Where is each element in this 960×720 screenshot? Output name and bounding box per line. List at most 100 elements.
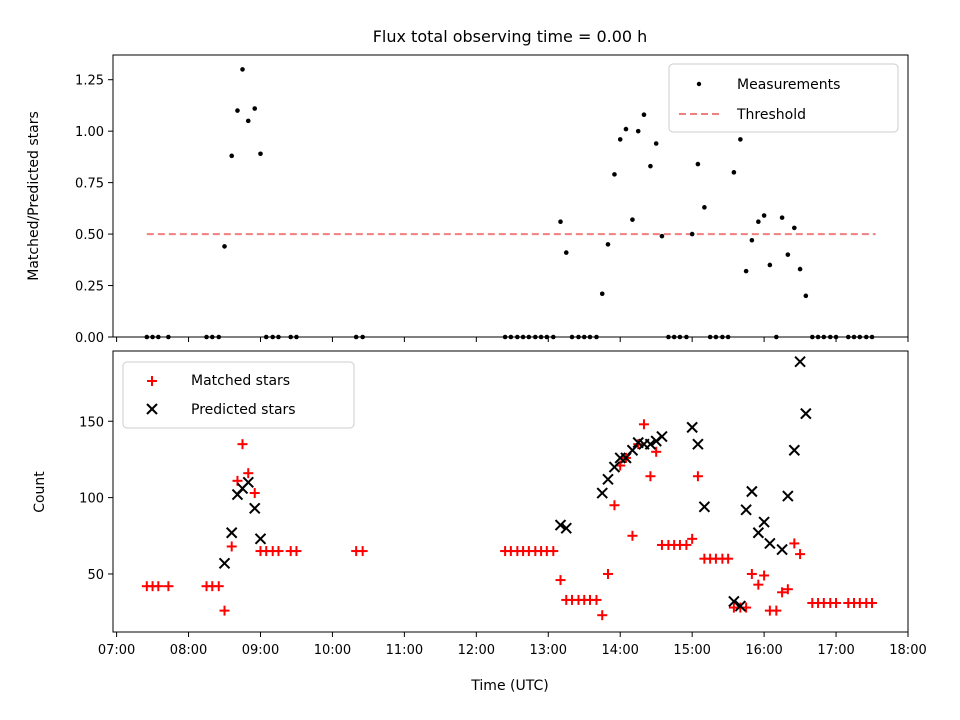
matched-point bbox=[638, 419, 649, 430]
measurement-point bbox=[605, 242, 611, 247]
measurement-point bbox=[258, 151, 263, 157]
matched-point bbox=[795, 549, 806, 560]
measurement-point bbox=[240, 67, 245, 72]
x-tick-label: 09:00 bbox=[242, 643, 279, 658]
measurement-point bbox=[779, 215, 785, 220]
predicted-point bbox=[764, 537, 776, 550]
matched-point bbox=[771, 605, 782, 616]
predicted-point bbox=[596, 487, 608, 499]
legend-predicted-label: Predicted stars bbox=[191, 402, 296, 418]
measurement-point bbox=[743, 268, 749, 274]
bottom-legend-box bbox=[122, 361, 355, 429]
x-axis-label: Time (UTC) bbox=[470, 678, 548, 694]
top-marks bbox=[144, 67, 876, 340]
x-tick-label: 15:00 bbox=[673, 643, 710, 658]
predicted-point bbox=[692, 438, 704, 450]
top-panel: 0.00 0.25 0.50 0.75 1.00 1.25 Matched/Predict… bbox=[26, 54, 909, 346]
measurement-point bbox=[229, 153, 235, 159]
measurement-point bbox=[558, 219, 563, 225]
matched-point bbox=[867, 597, 878, 608]
predicted-point bbox=[728, 595, 740, 608]
predicted-point bbox=[686, 421, 698, 434]
measurement-point bbox=[738, 137, 743, 142]
measurement-point bbox=[761, 213, 767, 218]
matched-point bbox=[831, 597, 842, 608]
matched-point bbox=[627, 530, 638, 541]
measurement-point bbox=[695, 161, 701, 167]
measurement-point bbox=[617, 137, 623, 142]
x-tick-label: 10:00 bbox=[314, 643, 351, 658]
x-tick-label: 14:00 bbox=[601, 643, 638, 658]
chart-title: Flux total observing time = 0.00 h bbox=[373, 27, 648, 46]
top-y-ticks: 0.00 0.25 0.50 0.75 1.00 1.25 bbox=[75, 74, 113, 346]
predicted-point bbox=[740, 504, 752, 516]
matched-point bbox=[153, 581, 164, 592]
x-tick-label: 17:00 bbox=[817, 643, 854, 658]
predicted-point bbox=[800, 407, 812, 420]
legend-measurements-label: Measurements bbox=[737, 77, 840, 93]
measurement-point bbox=[235, 108, 240, 113]
matched-point bbox=[243, 468, 254, 479]
matched-point bbox=[651, 446, 662, 457]
predicted-point bbox=[758, 516, 770, 528]
bottom-legend: Matched stars Predicted stars bbox=[122, 361, 355, 429]
matched-point bbox=[723, 553, 734, 564]
measurement-point bbox=[612, 172, 617, 177]
predicted-point bbox=[626, 444, 639, 456]
x-tick-label: 16:00 bbox=[745, 643, 782, 658]
bottom-y-axis-label: Count bbox=[32, 471, 48, 513]
matched-point bbox=[226, 541, 237, 552]
measurement-point bbox=[623, 126, 629, 132]
measurement-point bbox=[648, 163, 653, 169]
x-tick-label: 13:00 bbox=[530, 643, 567, 658]
predicted-point bbox=[560, 522, 572, 534]
measurement-point bbox=[252, 106, 258, 111]
matched-point bbox=[219, 605, 230, 616]
predicted-point bbox=[746, 485, 758, 498]
predicted-point bbox=[242, 476, 254, 489]
matched-point bbox=[692, 471, 703, 482]
matched-point bbox=[687, 533, 698, 544]
bottom-x-ticks: 07:00 08:00 09:00 10:00 11:00 12:00 13:00 14:00… bbox=[98, 632, 927, 658]
predicted-point bbox=[249, 502, 261, 515]
predicted-point bbox=[218, 557, 231, 569]
top-y-tick-label: 1.25 bbox=[75, 74, 104, 89]
matched-point bbox=[777, 587, 788, 598]
matched-point bbox=[645, 471, 656, 482]
matched-point bbox=[681, 539, 692, 550]
measurement-point bbox=[653, 141, 659, 146]
measurement-point bbox=[749, 237, 755, 243]
measurement-point bbox=[630, 217, 635, 222]
x-tick-label: 08:00 bbox=[170, 643, 207, 658]
matched-point bbox=[759, 570, 770, 581]
bottom-y-tick-label: 50 bbox=[87, 568, 104, 583]
legend-threshold-label: Threshold bbox=[736, 107, 806, 123]
measurement-point bbox=[599, 291, 605, 297]
measurement-point bbox=[659, 233, 665, 239]
predicted-point bbox=[776, 543, 788, 556]
bottom-y-ticks: 50 100 150 bbox=[79, 415, 113, 583]
matched-point bbox=[237, 439, 248, 450]
x-tick-label: 12:00 bbox=[458, 643, 495, 658]
predicted-point bbox=[734, 600, 747, 612]
measurement-point bbox=[641, 112, 647, 117]
matched-point bbox=[291, 546, 302, 557]
matched-point bbox=[213, 581, 224, 592]
matched-point bbox=[357, 546, 368, 557]
matched-point bbox=[273, 546, 284, 557]
legend-matched-label: Matched stars bbox=[191, 373, 290, 389]
matched-point bbox=[597, 610, 608, 621]
measurement-point bbox=[731, 170, 737, 175]
x-tick-label: 07:00 bbox=[98, 643, 135, 658]
bottom-y-tick-label: 150 bbox=[79, 415, 104, 430]
x-tick-label: 11:00 bbox=[386, 643, 423, 658]
matched-point bbox=[602, 568, 613, 579]
predicted-point bbox=[782, 490, 794, 502]
predicted-point bbox=[226, 527, 238, 539]
matched-point bbox=[609, 500, 620, 511]
matched-point bbox=[789, 538, 800, 549]
bottom-y-tick-label: 100 bbox=[79, 492, 104, 507]
top-x-ticks bbox=[116, 337, 909, 342]
predicted-point bbox=[788, 444, 801, 456]
